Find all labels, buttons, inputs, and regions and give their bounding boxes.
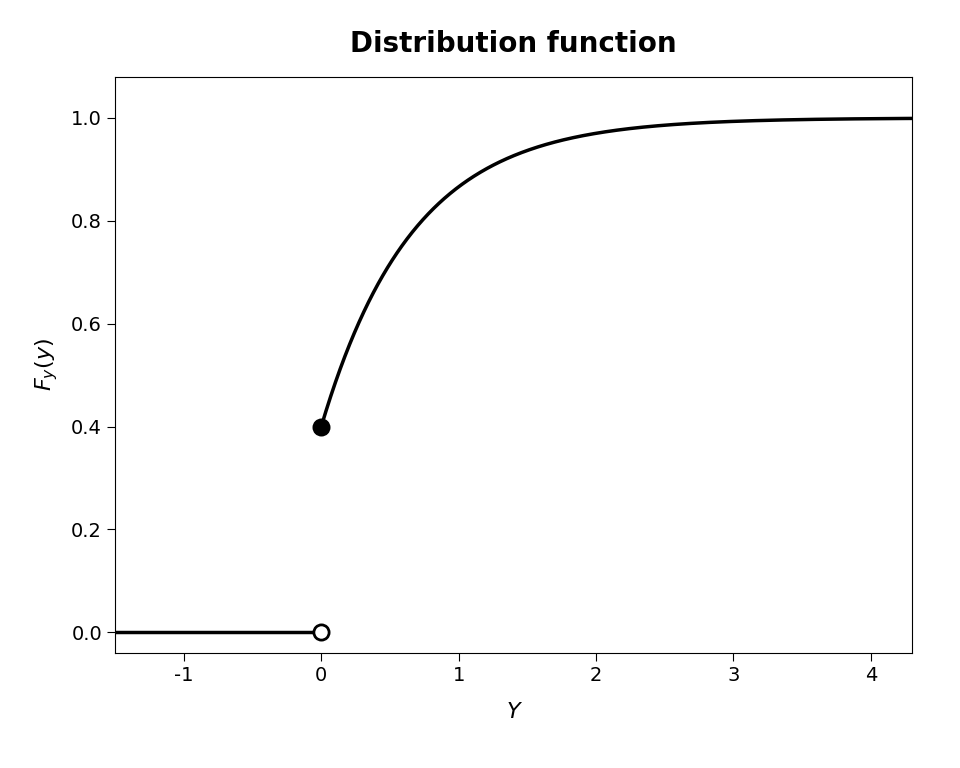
Point	[314, 626, 329, 638]
Y-axis label: $F_y(y)$: $F_y(y)$	[34, 338, 60, 392]
Point	[314, 420, 329, 432]
Title: Distribution function: Distribution function	[350, 30, 677, 58]
X-axis label: Y: Y	[507, 702, 520, 722]
